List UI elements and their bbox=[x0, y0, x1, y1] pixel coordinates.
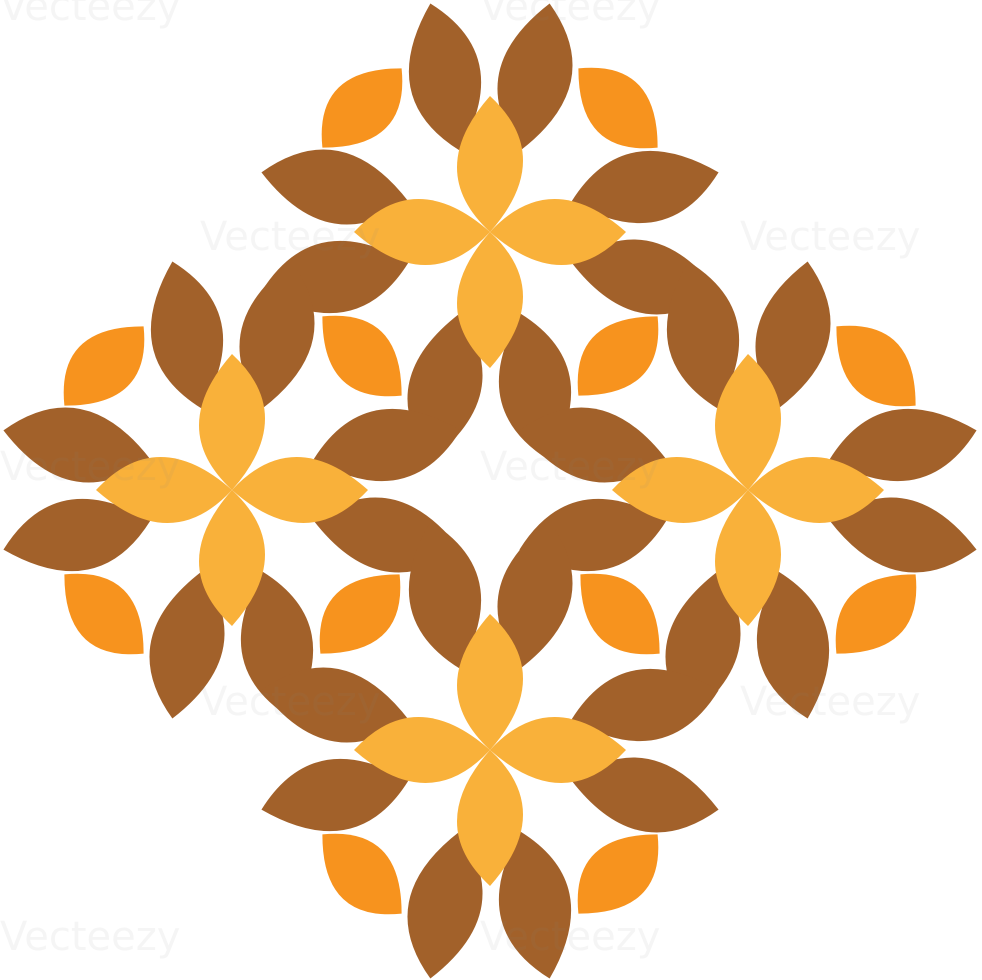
brown-leaf bbox=[3, 407, 151, 483]
watermark: Vecteezy bbox=[740, 214, 920, 260]
brown-leaf bbox=[409, 3, 481, 151]
brown-leaf bbox=[757, 571, 829, 719]
orange-leaf bbox=[322, 315, 402, 397]
brown-leaf bbox=[571, 757, 719, 833]
orange-leaf bbox=[63, 326, 145, 406]
brown-leaf bbox=[667, 261, 739, 409]
watermark: Vecteezy bbox=[0, 914, 180, 960]
star-petal bbox=[199, 354, 265, 490]
brown-leaf bbox=[497, 521, 573, 669]
star-petal bbox=[457, 96, 523, 232]
orange-leaf bbox=[580, 573, 660, 655]
watermark: Vecteezy bbox=[480, 914, 660, 960]
watermark: Vecteezy bbox=[480, 0, 660, 30]
star-petal bbox=[490, 199, 626, 265]
brown-leaf bbox=[829, 497, 977, 573]
brown-leaf bbox=[571, 669, 719, 741]
watermark: Vecteezy bbox=[740, 679, 920, 725]
star-petal bbox=[457, 750, 523, 886]
brown-leaf bbox=[497, 3, 573, 151]
orange-leaf bbox=[577, 316, 659, 396]
brown-leaf bbox=[3, 499, 151, 571]
watermark: Vecteezy bbox=[200, 679, 380, 725]
brown-leaf bbox=[499, 831, 571, 979]
brown-leaf bbox=[829, 409, 977, 481]
star-petal bbox=[490, 717, 626, 783]
star-petal bbox=[612, 457, 748, 523]
orange-leaf bbox=[319, 574, 401, 654]
orange-leaf bbox=[835, 574, 917, 654]
brown-leaf bbox=[571, 151, 719, 223]
star-petal bbox=[715, 490, 781, 626]
brown-leaf bbox=[151, 261, 223, 409]
star-petal bbox=[457, 232, 523, 368]
watermark: Vecteezy bbox=[200, 214, 380, 260]
orange-leaf bbox=[836, 325, 916, 407]
star-petal bbox=[96, 457, 232, 523]
orange-leaf bbox=[577, 834, 659, 914]
watermarks: Vecteezy Vecteezy Vecteezy Vecteezy Vect… bbox=[0, 0, 920, 960]
orange-leaf bbox=[64, 573, 144, 655]
brown-leaf bbox=[755, 261, 831, 409]
watermark: Vecteezy bbox=[0, 0, 180, 30]
star-petal bbox=[199, 490, 265, 626]
brown-leaf bbox=[313, 409, 461, 481]
star-petal bbox=[354, 717, 490, 783]
star-petal bbox=[715, 354, 781, 490]
star-petal bbox=[354, 199, 490, 265]
watermark: Vecteezy bbox=[0, 444, 180, 490]
brown-leaf bbox=[407, 831, 483, 979]
watermark: Vecteezy bbox=[480, 444, 660, 490]
orange-leaf bbox=[321, 68, 403, 148]
brown-leaf bbox=[261, 667, 409, 743]
brown-leaf bbox=[409, 521, 481, 669]
brown-leaf bbox=[149, 571, 225, 719]
brown-leaf bbox=[239, 261, 315, 409]
brown-leaf bbox=[519, 407, 667, 483]
star-petal bbox=[748, 457, 884, 523]
brown-leaf bbox=[261, 759, 409, 831]
orange-leaf bbox=[578, 67, 658, 149]
orange-leaf bbox=[322, 833, 402, 915]
star-petal bbox=[232, 457, 368, 523]
brown-leaf bbox=[261, 149, 409, 225]
star-petal bbox=[457, 614, 523, 750]
